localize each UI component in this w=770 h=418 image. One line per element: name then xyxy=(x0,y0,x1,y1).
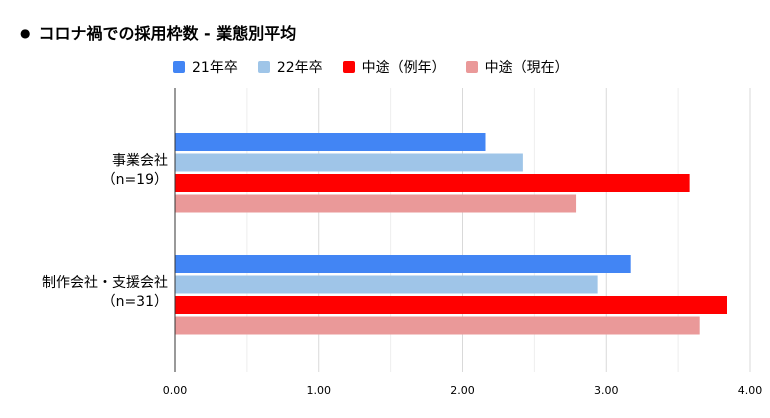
legend-label-midcareer-current: 中途（現在） xyxy=(484,60,569,76)
chart-title: ● コロナ禍での採用枠数 - 業態別平均 xyxy=(20,20,296,44)
category-sublabel: （n=31） xyxy=(102,294,168,310)
bar xyxy=(175,275,598,294)
legend-swatch-midcareer-usual xyxy=(342,61,355,73)
category-label: 制作会社・支援会社 xyxy=(42,275,168,291)
legend-item-22: 22年卒 xyxy=(257,57,323,77)
legend-label-midcareer-usual: 中途（例年） xyxy=(361,60,446,76)
x-tick-label: 4.00 xyxy=(738,384,763,397)
legend-swatch-midcareer-current xyxy=(465,61,478,73)
x-tick-label: 1.00 xyxy=(307,384,332,397)
legend-swatch-21 xyxy=(173,61,185,73)
bar xyxy=(175,316,700,335)
bar xyxy=(175,194,577,213)
bar xyxy=(175,174,690,192)
legend-label-22: 22年卒 xyxy=(276,60,323,76)
legend: 21年卒 22年卒 中途（例年） 中途（現在） xyxy=(173,57,569,77)
legend-item-21: 21年卒 xyxy=(173,57,238,77)
legend-item-midcareer-current: 中途（現在） xyxy=(465,57,569,77)
legend-swatch-22 xyxy=(257,61,270,73)
chart-title-text: コロナ禍での採用枠数 - 業態別平均 xyxy=(38,24,297,43)
x-tick-label: 3.00 xyxy=(594,384,619,397)
x-tick-label: 2.00 xyxy=(450,384,475,397)
bar xyxy=(175,133,486,151)
legend-item-midcareer-usual: 中途（例年） xyxy=(342,57,446,77)
category-sublabel: （n=19） xyxy=(102,172,168,188)
bullet-icon: ● xyxy=(20,26,31,40)
legend-label-21: 21年卒 xyxy=(192,60,238,76)
bar xyxy=(175,255,631,273)
bar xyxy=(175,296,727,314)
x-tick-label: 0.00 xyxy=(163,384,188,397)
category-label: 事業会社 xyxy=(112,153,168,169)
bar xyxy=(175,153,523,172)
